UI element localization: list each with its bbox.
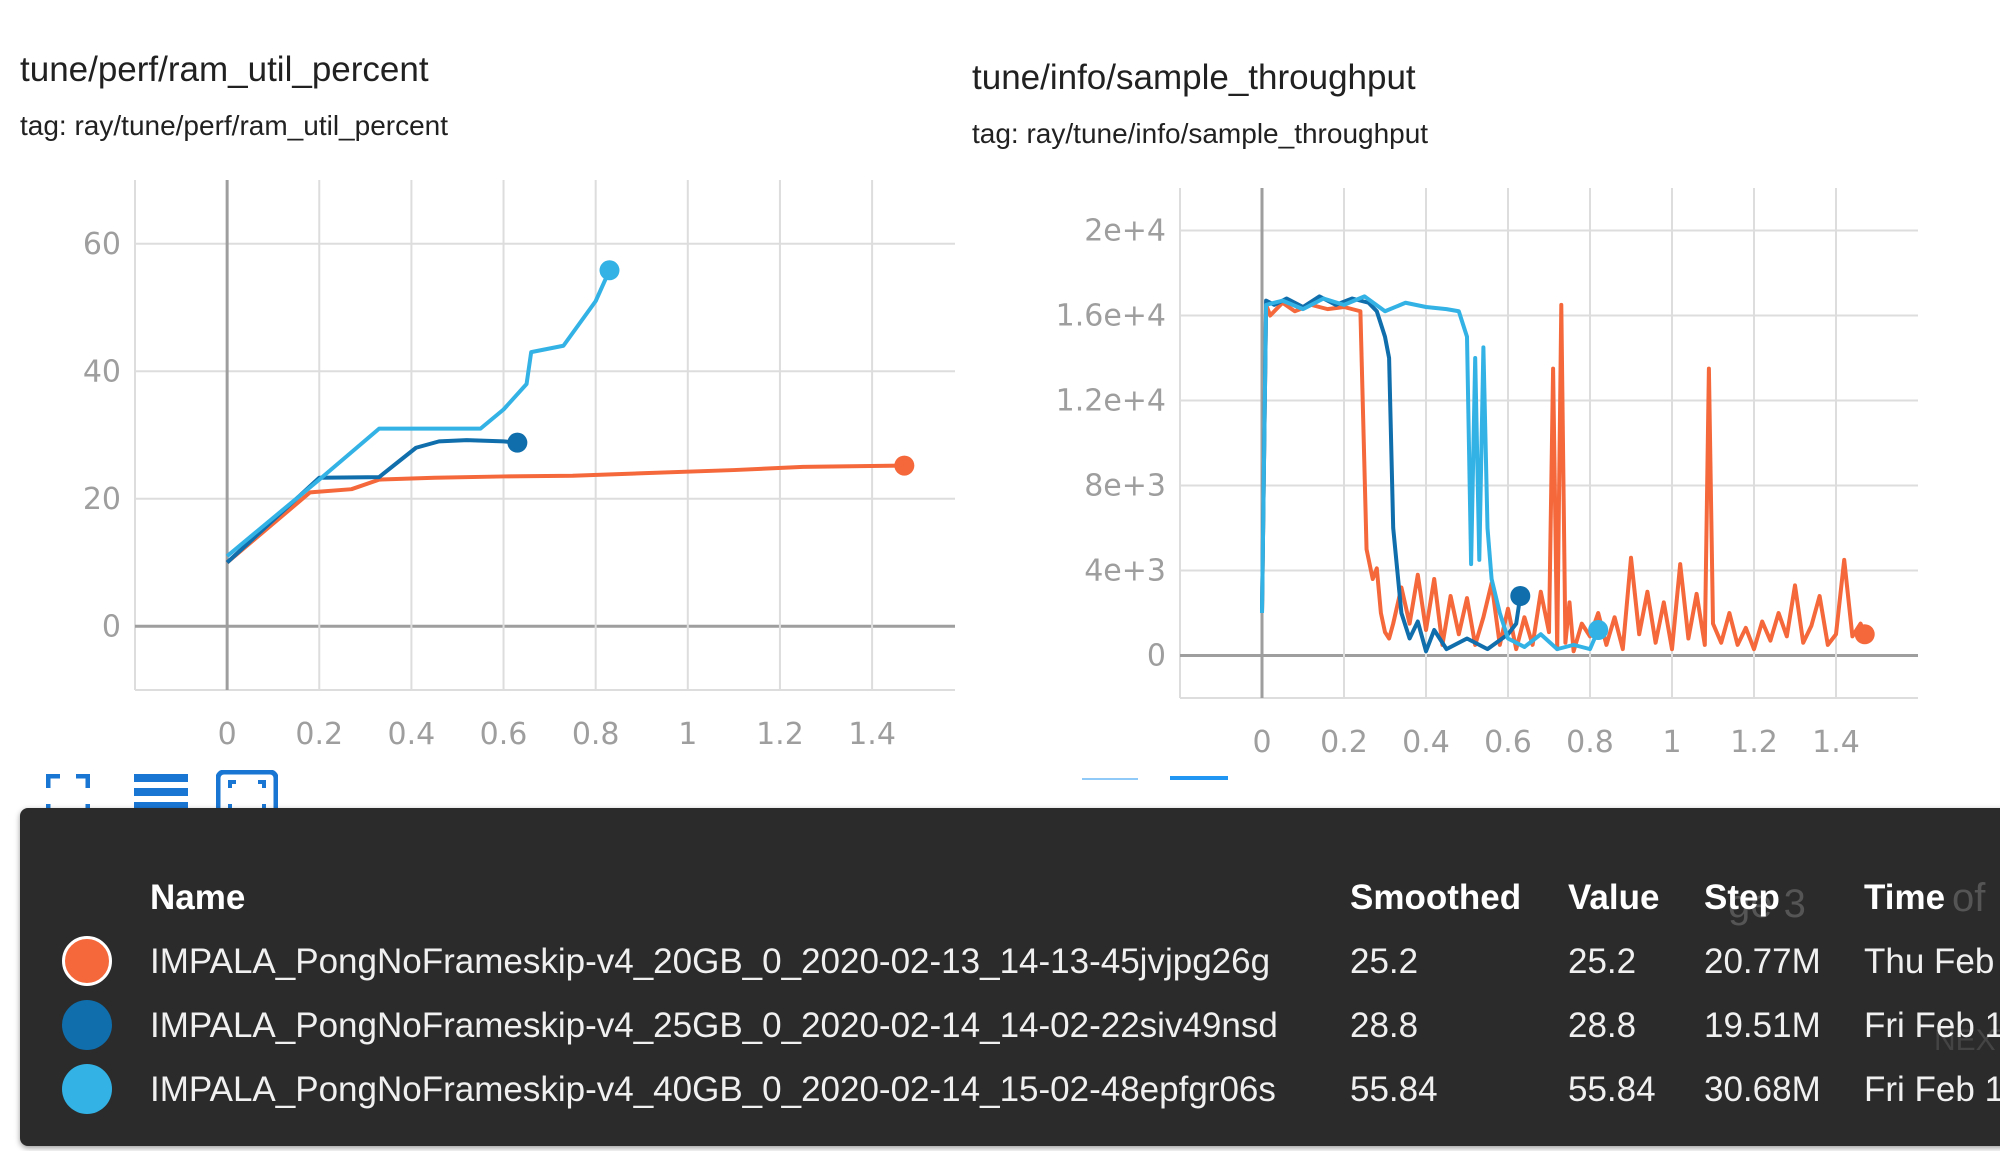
x-tick-label: 0.6 — [1484, 725, 1532, 760]
column-header-step: Step — [1704, 878, 1780, 917]
smoothed-value: 25.2 — [1350, 942, 1419, 981]
x-tick-label: 0.2 — [1320, 725, 1368, 760]
tooltip-table: ge 3 of NEXT Name Smoothed Value Step Ti… — [20, 808, 2000, 1146]
sample-throughput-plot[interactable]: 0 4e+3 8e+3 1.2e+4 1.6e+4 2e+4 0 0.2 0.4 0.6 0.8 1 1… — [960, 170, 2000, 770]
grid — [134, 180, 955, 691]
smoothed-value: 28.8 — [1350, 1006, 1419, 1045]
column-header-value: Value — [1568, 878, 1660, 917]
x-tick-label: 0.8 — [1566, 725, 1614, 760]
series-endpoint-2 — [599, 260, 620, 281]
series-endpoint-1 — [507, 432, 528, 453]
chart-title: tune/perf/ram_util_percent — [20, 50, 429, 89]
tooltip-row: IMPALA_PongNoFrameskip-v4_20GB_0_2020-02… — [20, 930, 2000, 994]
x-tick-label: 0.4 — [388, 717, 436, 752]
series-endpoint-0 — [894, 455, 915, 476]
tab-indicator — [1170, 776, 1228, 780]
y-tick-label: 8e+3 — [1084, 469, 1166, 504]
x-tick-label: 0 — [218, 717, 237, 752]
y-tick-label: 0 — [102, 609, 121, 644]
time: Thu Feb — [1864, 942, 1995, 981]
tooltip-row: IMPALA_PongNoFrameskip-v4_25GB_0_2020-02… — [20, 994, 2000, 1058]
run-name: IMPALA_PongNoFrameskip-v4_40GB_0_2020-02… — [150, 1070, 1276, 1109]
pagination-page-text: ge 3 — [1728, 882, 1806, 926]
column-header-smoothed: Smoothed — [1350, 878, 1522, 917]
time: Fri Feb 1 — [1864, 1006, 2000, 1045]
x-tick-label: 0.2 — [295, 717, 343, 752]
series-endpoint-1 — [1510, 586, 1531, 606]
pagination-next-button[interactable]: NEXT — [1934, 1024, 2000, 1057]
tooltip-header-row: Name Smoothed Value Step Time — [20, 866, 2000, 930]
x-tick-label: 1.2 — [756, 717, 804, 752]
value: 55.84 — [1568, 1070, 1656, 1109]
y-tick-label: 40 — [83, 354, 121, 389]
y-tick-label: 4e+3 — [1084, 554, 1166, 589]
step: 19.51M — [1704, 1006, 1821, 1045]
chart-title: tune/info/sample_throughput — [972, 58, 1416, 97]
x-tick-label: 1.4 — [848, 717, 896, 752]
y-tick-label: 60 — [83, 227, 121, 262]
x-tick-label: 1.2 — [1730, 725, 1778, 760]
tab-indicator — [1082, 778, 1138, 780]
series-line-2 — [225, 269, 612, 558]
column-header-time: Time — [1864, 878, 1946, 917]
fullscreen-icon[interactable] — [42, 768, 102, 824]
series-line-2 — [1260, 294, 1601, 652]
series-line-0 — [225, 463, 905, 565]
chart-card-sample-throughput: tune/info/sample_throughput tag: ray/tun… — [960, 0, 2000, 760]
x-tick-label: 0.4 — [1402, 725, 1450, 760]
step: 30.68M — [1704, 1070, 1821, 1109]
pagination-of-text: of — [1952, 876, 1986, 920]
x-tick-label: 1 — [678, 717, 697, 752]
series-endpoint-0 — [1854, 624, 1875, 645]
series-color-dot — [62, 936, 112, 986]
step: 20.77M — [1704, 942, 1821, 981]
y-tick-label: 1.6e+4 — [1056, 299, 1166, 334]
time: Fri Feb 1 — [1864, 1070, 2000, 1109]
x-tick-label: 0 — [1252, 725, 1271, 760]
series-color-dot — [62, 1000, 112, 1050]
run-name: IMPALA_PongNoFrameskip-v4_20GB_0_2020-02… — [150, 942, 1271, 981]
x-tick-label: 1.4 — [1812, 725, 1860, 760]
x-tick-label: 0.6 — [480, 717, 528, 752]
x-tick-label: 0.8 — [572, 717, 620, 752]
y-tick-label: 0 — [1147, 639, 1166, 674]
run-name: IMPALA_PongNoFrameskip-v4_25GB_0_2020-02… — [150, 1006, 1278, 1045]
value: 28.8 — [1568, 1006, 1637, 1045]
ram-util-plot[interactable]: 0 20 40 60 0 0.2 0.4 0.6 0.8 1 1.2 1.4 — [0, 170, 980, 752]
smoothed-value: 55.84 — [1350, 1070, 1438, 1109]
series-color-dot — [62, 1064, 112, 1114]
series-endpoint-2 — [1588, 620, 1609, 640]
value: 25.2 — [1568, 942, 1637, 981]
chart-tag: tag: ray/tune/info/sample_throughput — [972, 118, 1429, 149]
chart-tag: tag: ray/tune/perf/ram_util_percent — [20, 110, 449, 141]
series-line-1 — [225, 438, 518, 564]
column-header-name: Name — [150, 878, 246, 917]
x-tick-label: 1 — [1662, 725, 1681, 760]
tooltip-row: IMPALA_PongNoFrameskip-v4_40GB_0_2020-02… — [20, 1058, 2000, 1122]
y-tick-label: 1.2e+4 — [1056, 384, 1166, 419]
y-tick-label: 20 — [83, 482, 121, 517]
series-line-0 — [1260, 300, 1867, 654]
chart-card-ram-util: tune/perf/ram_util_percent tag: ray/tune… — [0, 0, 980, 760]
y-tick-label: 2e+4 — [1084, 214, 1166, 249]
